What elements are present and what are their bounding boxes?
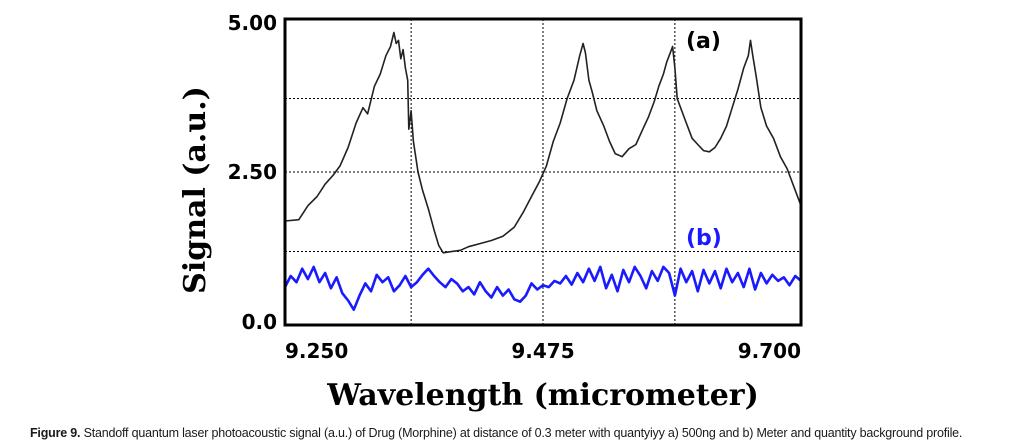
caption-text: Standoff quantum laser photoacoustic sig… xyxy=(80,426,963,440)
axis-ticks: 0.0 2.50 5.00 9.250 9.475 9.700 xyxy=(228,11,801,363)
plot-frame xyxy=(283,17,803,327)
y-tick-label: 0.0 xyxy=(242,310,277,334)
series-label-b: (b) xyxy=(686,226,722,251)
series-lines xyxy=(283,31,802,312)
y-tick-label: 2.50 xyxy=(228,160,277,184)
caption-prefix: Figure 9. xyxy=(30,426,81,440)
series-line-b xyxy=(283,265,802,312)
x-tick-label: 9.250 xyxy=(285,339,348,363)
photoacoustic-chart: 0.0 2.50 5.00 9.250 9.475 9.700 (a) (b) Wavel… xyxy=(178,11,803,413)
x-tick-label: 9.475 xyxy=(511,339,574,363)
series-line-a xyxy=(284,31,802,254)
x-tick-label: 9.700 xyxy=(738,339,801,363)
figure-caption: Figure 9. Standoff quantum laser photoac… xyxy=(30,426,1010,440)
series-label-a: (a) xyxy=(686,29,721,54)
y-tick-label: 5.00 xyxy=(228,11,277,35)
y-axis-label: Signal (a.u.) xyxy=(178,86,213,294)
x-axis-label: Wavelength (micrometer) xyxy=(326,378,759,413)
